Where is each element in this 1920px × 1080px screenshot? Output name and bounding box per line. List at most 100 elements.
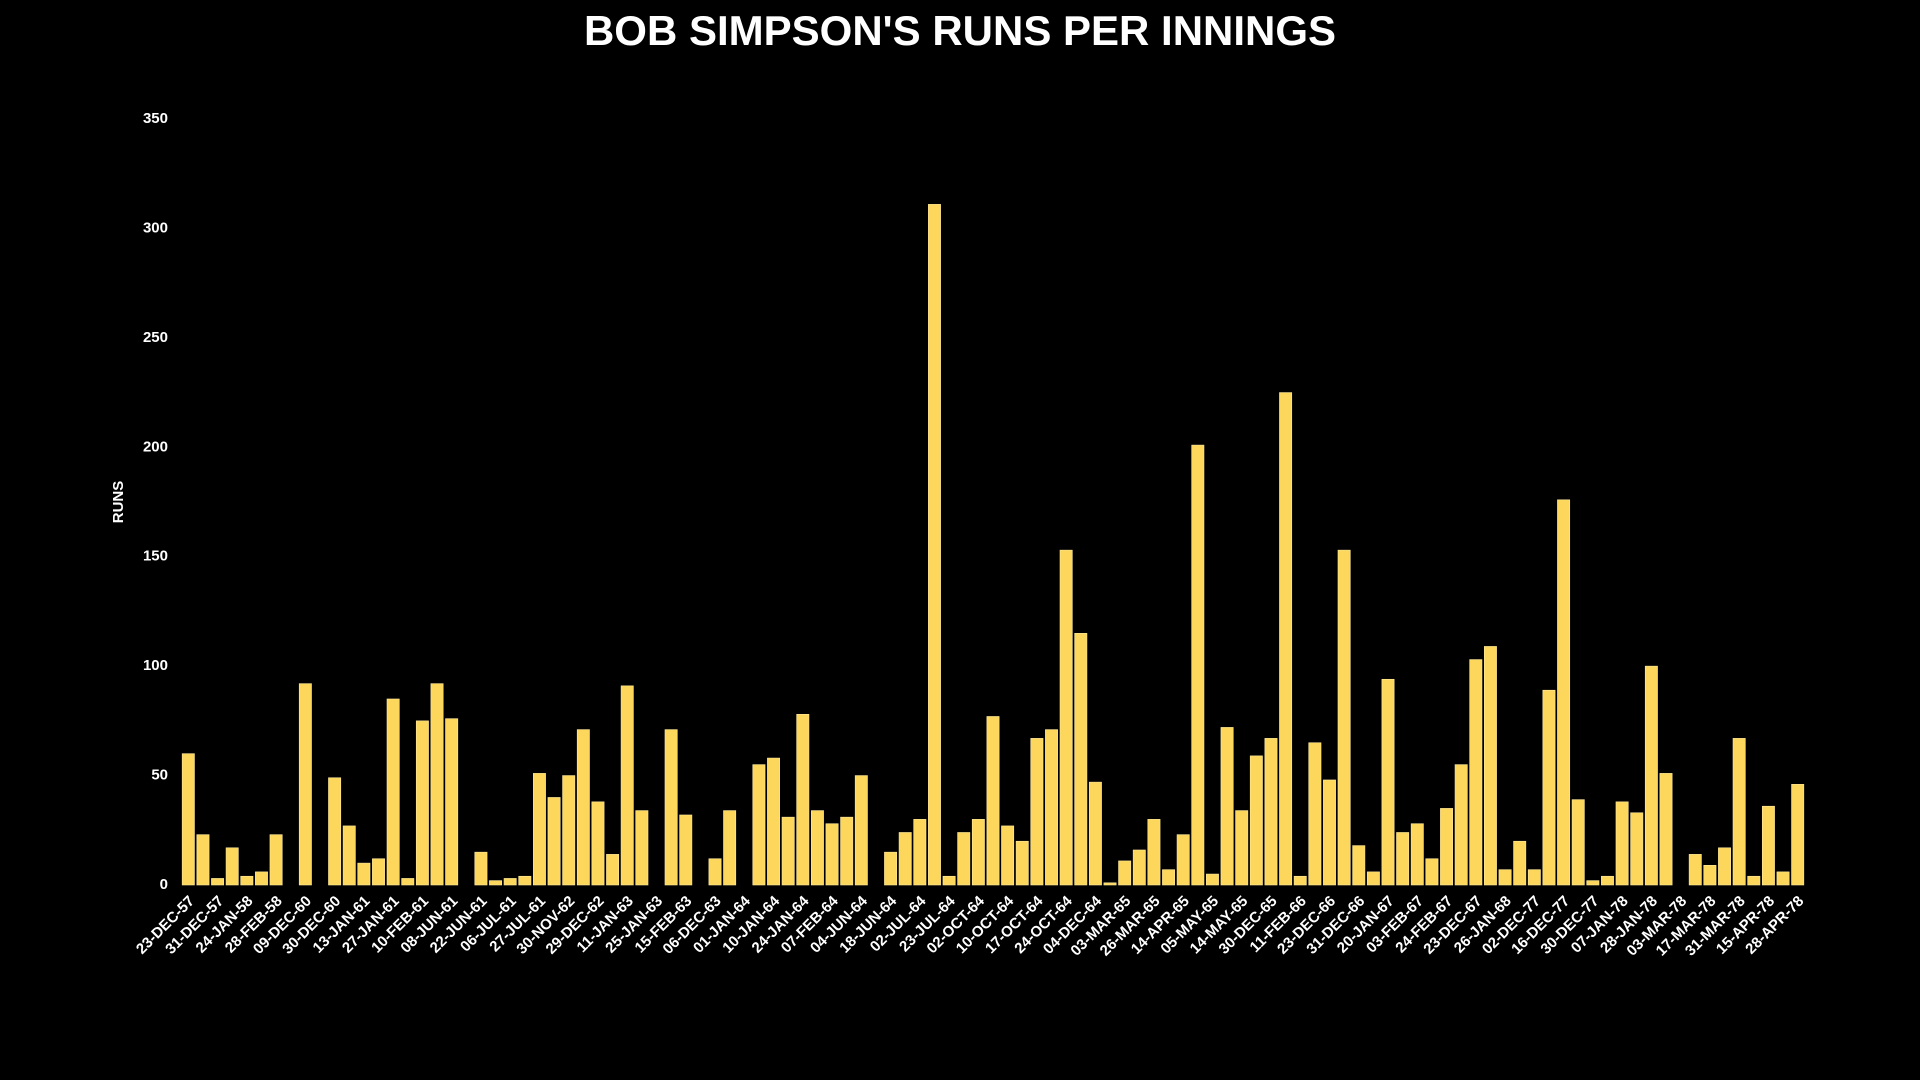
bar: [1571, 799, 1585, 886]
bar: [1088, 781, 1102, 886]
bar: [357, 862, 371, 886]
bar: [1703, 865, 1717, 886]
bar: [1542, 689, 1556, 886]
bar: [781, 816, 795, 886]
bar: [986, 716, 1000, 886]
bar: [1059, 549, 1073, 886]
bar: [1586, 880, 1600, 886]
bar: [196, 834, 210, 886]
bar: [591, 801, 605, 886]
bar: [1001, 825, 1015, 886]
bar: [401, 878, 415, 886]
bar: [664, 729, 678, 886]
y-tick-label: 50: [151, 767, 168, 784]
bar: [1761, 805, 1775, 886]
bar: [1381, 678, 1395, 886]
bar: [1454, 764, 1468, 886]
bar: [1601, 875, 1614, 886]
bar: [942, 875, 956, 886]
bar: [620, 685, 634, 886]
bar: [1015, 840, 1029, 886]
y-tick-label: 350: [143, 110, 168, 127]
bar: [1732, 738, 1746, 886]
bar: [181, 753, 195, 886]
y-tick-label: 300: [143, 219, 168, 236]
bar: [1688, 854, 1702, 886]
bar: [854, 775, 868, 886]
bar: [1396, 832, 1410, 886]
bar: [415, 720, 429, 886]
bar: [1644, 665, 1658, 886]
bar: [386, 698, 400, 886]
bar: [518, 875, 532, 886]
bar: [1410, 823, 1424, 886]
bar: [269, 834, 283, 886]
bar: [1308, 742, 1322, 886]
bar: [1323, 779, 1336, 886]
y-axis-label: RUNS: [110, 481, 127, 524]
bar: [211, 878, 225, 886]
bar: [825, 823, 839, 886]
bar: [342, 825, 356, 886]
bar: [255, 871, 268, 886]
bar: [1206, 873, 1219, 886]
bar: [679, 814, 693, 886]
bar: [547, 797, 561, 886]
bar: [489, 880, 503, 886]
bar: [1118, 860, 1132, 886]
bar: [928, 204, 941, 886]
bar: [1498, 869, 1512, 886]
bar: [562, 775, 576, 886]
bar: [1249, 755, 1263, 886]
bar: [1776, 871, 1790, 886]
bar: [810, 810, 824, 886]
bar: [503, 878, 517, 886]
bar: [1103, 882, 1117, 886]
y-tick-label: 100: [143, 657, 168, 674]
chart-title: BOB SIMPSON'S RUNS PER INNINGS: [584, 7, 1336, 54]
bar: [474, 851, 488, 886]
bar: [298, 683, 312, 886]
y-tick-label: 200: [143, 438, 168, 455]
bar: [1162, 869, 1176, 886]
bar: [1030, 738, 1044, 886]
bar: [796, 713, 810, 886]
bar: [1630, 812, 1644, 886]
bar: [1045, 729, 1058, 886]
bar: [1527, 869, 1541, 886]
bar: [1191, 444, 1205, 886]
bar: [767, 757, 780, 886]
bar: [1147, 819, 1161, 886]
bar: [1747, 875, 1761, 886]
bar: [1615, 801, 1629, 886]
bar: [971, 819, 985, 886]
bar: [533, 773, 546, 886]
bar: [1235, 810, 1249, 886]
bar: [1264, 738, 1278, 886]
bar: [1513, 840, 1527, 886]
bar: [913, 819, 927, 886]
bar: [445, 718, 459, 886]
bar: [1074, 633, 1088, 886]
bar: [576, 729, 590, 886]
bar: [1293, 875, 1307, 886]
bar: [1483, 646, 1497, 886]
bar: [1659, 773, 1673, 886]
bar: [1352, 845, 1366, 886]
bar: [1718, 847, 1731, 886]
bar: [1469, 659, 1483, 886]
y-tick-label: 250: [143, 329, 168, 346]
bar: [1366, 871, 1380, 886]
bar: [957, 832, 971, 886]
bar: [752, 764, 766, 886]
bar: [635, 810, 649, 886]
bar: [1425, 858, 1439, 886]
y-tick-label: 0: [160, 876, 168, 893]
bar: [1279, 392, 1293, 886]
bar: [372, 858, 385, 886]
bar: [430, 683, 444, 886]
bar: [1337, 549, 1351, 886]
